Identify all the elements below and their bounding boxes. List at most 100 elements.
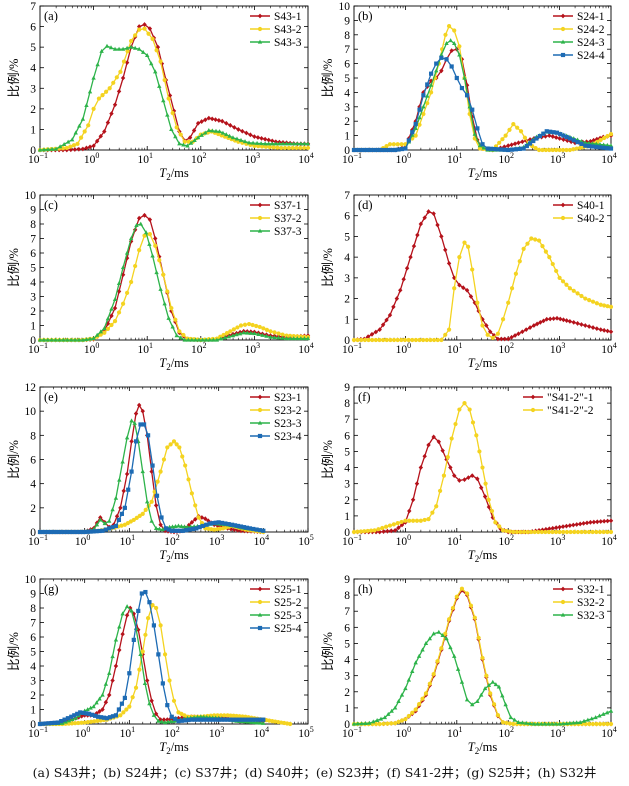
x-tick-exponent: 1 xyxy=(131,725,135,734)
data-point xyxy=(533,145,538,151)
data-point xyxy=(514,529,519,535)
data-point xyxy=(189,337,195,342)
data-point xyxy=(384,144,389,149)
data-point xyxy=(567,147,572,153)
y-tick-label: 0 xyxy=(344,145,350,157)
data-point xyxy=(173,317,178,322)
legend-label: S24-2 xyxy=(577,24,605,36)
data-point xyxy=(370,147,375,153)
data-point xyxy=(291,336,296,341)
y-tick-label: 7 xyxy=(344,606,350,618)
y-tick-label: 12 xyxy=(25,382,37,394)
x-tick-label: 100 xyxy=(84,341,100,356)
data-point xyxy=(110,507,115,512)
y-tick-label: 10 xyxy=(25,190,37,202)
data-point xyxy=(172,528,177,533)
data-point xyxy=(416,653,422,658)
data-point xyxy=(497,524,502,529)
data-point xyxy=(495,713,501,718)
data-point xyxy=(272,330,277,335)
data-point xyxy=(401,276,406,282)
legend-label: S25-1 xyxy=(274,584,302,596)
series-S32-2 xyxy=(351,586,614,727)
data-point xyxy=(413,121,418,127)
data-point xyxy=(40,721,46,726)
data-point xyxy=(186,139,191,144)
data-point xyxy=(134,223,139,228)
data-point xyxy=(124,707,129,712)
x-tick-exponent: −1 xyxy=(353,533,362,542)
x-tick-exponent: 3 xyxy=(220,533,224,542)
data-point xyxy=(587,298,592,303)
legend-marker xyxy=(560,215,566,221)
data-point xyxy=(47,529,52,535)
data-point xyxy=(257,528,263,533)
data-point xyxy=(69,529,75,535)
data-point xyxy=(534,321,540,327)
y-tick-label: 8 xyxy=(30,430,36,442)
data-point xyxy=(434,504,439,509)
data-point xyxy=(601,327,607,333)
y-tick-label: 2 xyxy=(30,503,36,515)
data-point xyxy=(424,337,429,343)
data-point xyxy=(355,147,360,153)
x-label-subscript: 2 xyxy=(166,554,171,564)
data-point xyxy=(597,142,603,147)
x-axis-label: T2/ms xyxy=(159,166,189,182)
data-point xyxy=(177,445,182,450)
data-point xyxy=(493,520,498,525)
data-point xyxy=(551,130,556,135)
data-point xyxy=(531,323,537,328)
data-point xyxy=(109,111,114,117)
data-point xyxy=(145,678,150,683)
data-point xyxy=(273,141,279,146)
data-point xyxy=(129,418,134,423)
data-point xyxy=(69,137,75,142)
data-point xyxy=(133,263,138,269)
y-tick-label: 6 xyxy=(30,632,36,644)
y-tick-label: 0 xyxy=(30,335,36,347)
data-point xyxy=(72,529,78,535)
y-tick-label: 1 xyxy=(344,511,350,523)
data-point xyxy=(244,525,250,530)
legend-marker xyxy=(257,202,263,208)
data-point xyxy=(140,511,145,516)
data-point xyxy=(94,529,99,534)
data-point xyxy=(468,603,474,608)
data-point xyxy=(140,469,145,474)
data-point xyxy=(444,457,449,462)
data-point xyxy=(156,652,161,657)
data-point xyxy=(121,59,127,64)
data-point xyxy=(410,497,416,503)
data-point xyxy=(76,146,82,152)
data-point xyxy=(502,147,507,152)
data-point xyxy=(377,327,382,333)
legend-label: S25-3 xyxy=(274,610,302,622)
data-point xyxy=(114,513,120,519)
data-point xyxy=(150,253,155,258)
y-tick-label: 4 xyxy=(30,277,36,289)
legend-label: S23-3 xyxy=(274,418,302,430)
x-tick-exponent: −1 xyxy=(39,533,48,542)
data-point xyxy=(109,322,114,328)
data-point xyxy=(81,710,86,715)
data-point xyxy=(105,120,111,125)
data-point xyxy=(250,322,255,328)
data-point xyxy=(446,24,452,29)
data-point xyxy=(554,147,559,153)
data-point xyxy=(417,702,422,707)
data-point xyxy=(159,515,164,520)
data-point xyxy=(511,529,516,535)
data-point xyxy=(137,513,142,518)
data-point xyxy=(171,439,177,444)
y-tick-label: 2 xyxy=(344,116,350,128)
y-tick-label: 2 xyxy=(30,306,36,318)
data-point xyxy=(248,132,253,138)
x-tick-exponent: 0 xyxy=(407,725,411,734)
data-point xyxy=(200,337,205,342)
data-point xyxy=(66,529,71,535)
data-point xyxy=(112,319,118,324)
x-tick-label: 102 xyxy=(191,151,207,166)
data-point xyxy=(169,308,174,314)
